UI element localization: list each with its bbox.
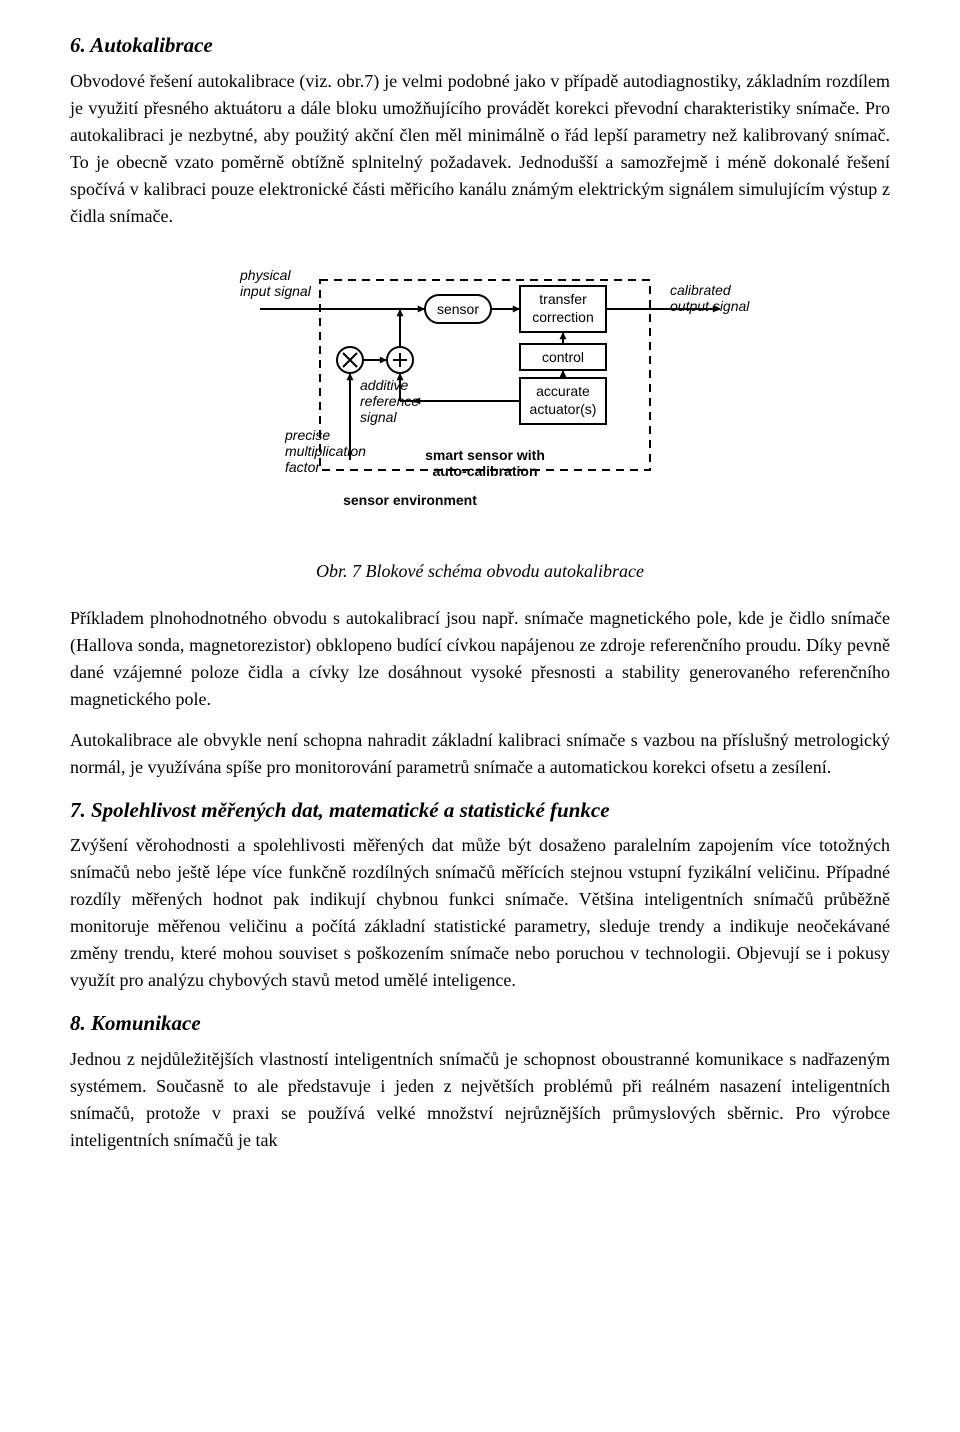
svg-text:input signal: input signal <box>240 283 312 299</box>
svg-text:factor: factor <box>285 459 321 475</box>
svg-text:physical: physical <box>239 267 291 283</box>
svg-text:transfer: transfer <box>539 291 587 307</box>
svg-text:calibrated: calibrated <box>670 282 732 298</box>
section-8-paragraph-1: Jednou z nejdůležitějších vlastností int… <box>70 1046 890 1154</box>
svg-text:output signal: output signal <box>670 298 750 314</box>
section-6-heading: 6. Autokalibrace <box>70 30 890 62</box>
svg-text:multiplication: multiplication <box>285 443 366 459</box>
section-6-paragraph-1: Obvodové řešení autokalibrace (viz. obr.… <box>70 68 890 230</box>
svg-text:auto-calibration: auto-calibration <box>432 463 537 479</box>
section-6-paragraph-2: Příkladem plnohodnotného obvodu s autoka… <box>70 605 890 713</box>
svg-text:accurate: accurate <box>536 383 590 399</box>
svg-text:sensor environment: sensor environment <box>343 492 477 508</box>
svg-text:signal: signal <box>360 409 397 425</box>
figure-7-caption: Obr. 7 Blokové schéma obvodu autokalibra… <box>70 558 890 585</box>
svg-text:additive: additive <box>360 377 408 393</box>
svg-text:correction: correction <box>532 309 593 325</box>
svg-text:control: control <box>542 349 584 365</box>
svg-text:reference: reference <box>360 393 419 409</box>
svg-text:sensor: sensor <box>437 301 479 317</box>
section-8-heading: 8. Komunikace <box>70 1008 890 1040</box>
svg-text:actuator(s): actuator(s) <box>530 401 597 417</box>
section-7-paragraph-1: Zvýšení věrohodnosti a spolehlivosti měř… <box>70 832 890 994</box>
figure-7-diagram: sensor transfer correction control accurate a… <box>70 250 890 528</box>
section-7-heading: 7. Spolehlivost měřených dat, matematick… <box>70 795 890 827</box>
svg-text:precise: precise <box>284 427 330 443</box>
section-6-paragraph-3: Autokalibrace ale obvykle není schopna n… <box>70 727 890 781</box>
svg-text:smart sensor with: smart sensor with <box>425 447 545 463</box>
